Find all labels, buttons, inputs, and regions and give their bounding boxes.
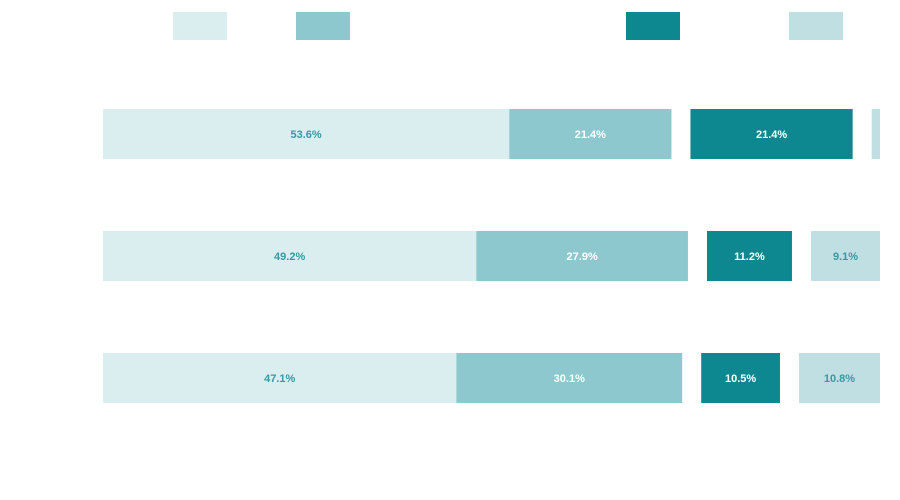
data-label-r0-s2: 21.4%	[756, 129, 787, 141]
bar-segment-r0-s1	[509, 109, 672, 159]
bar-segment-r2-s0	[103, 353, 457, 403]
data-label-r2-s3: 10.8%	[824, 373, 855, 385]
data-label-r1-s1: 27.9%	[567, 251, 598, 263]
bar-segment-r1-s2	[706, 231, 792, 281]
data-label-r1-s0: 49.2%	[274, 251, 305, 263]
legend-swatch-0	[173, 12, 227, 40]
data-label-r2-s0: 47.1%	[264, 373, 295, 385]
legend-swatch-2	[626, 12, 680, 40]
data-label-r0-s0: 53.6%	[291, 129, 322, 141]
bar-segment-r1-s3	[810, 231, 880, 281]
bar-segment-r0-s2	[690, 109, 853, 159]
data-label-r1-s2: 11.2%	[734, 251, 765, 263]
bar-segment-r0-s3	[871, 109, 880, 159]
bar-segment-r2-s3	[798, 353, 880, 403]
legend-swatch-3	[789, 12, 843, 40]
data-label-r2-s2: 10.5%	[725, 373, 756, 385]
bar-segment-r2-s2	[701, 353, 780, 403]
data-label-r2-s1: 30.1%	[554, 373, 585, 385]
bar-segment-r2-s1	[456, 353, 683, 403]
data-label-r0-s1: 21.4%	[575, 129, 606, 141]
data-label-r1-s3: 9.1%	[833, 251, 858, 263]
bar-segment-r1-s0	[103, 231, 477, 281]
bars: 53.6% 21.4% 21.4% 49.2% 27.9% 11.2% 9.1% 47.1% 3…	[103, 109, 880, 403]
bar-segment-r0-s0	[103, 109, 510, 159]
bar-segment-r1-s1	[476, 231, 688, 281]
legend	[173, 12, 843, 40]
legend-swatch-1	[296, 12, 350, 40]
